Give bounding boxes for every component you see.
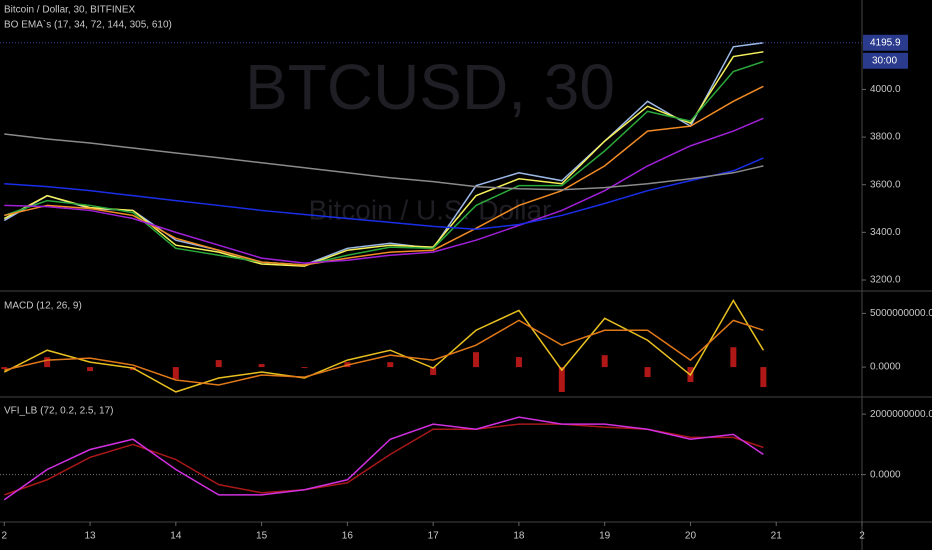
histogram-bar bbox=[215, 360, 222, 368]
series-line bbox=[3, 299, 765, 393]
histogram-bar bbox=[258, 364, 265, 368]
x-tick-label: 2 bbox=[859, 531, 865, 542]
x-tick-label: 13 bbox=[84, 531, 96, 542]
y-tick-label: 0.0000 bbox=[870, 362, 901, 373]
histogram-bar bbox=[515, 357, 522, 368]
histogram-bar bbox=[87, 367, 94, 372]
histogram-bar bbox=[760, 367, 767, 388]
histogram-bar bbox=[730, 347, 737, 368]
y-tick-label: 0.0000 bbox=[870, 469, 901, 480]
y-tick-label: 3400.0 bbox=[870, 227, 901, 238]
histogram-bar bbox=[172, 367, 179, 380]
histogram-bar bbox=[430, 367, 437, 376]
x-tick-label: 21 bbox=[771, 531, 783, 542]
series-line bbox=[3, 51, 764, 267]
series-line bbox=[4, 157, 764, 231]
chart-title: Bitcoin / Dollar, 30, BITFINEX bbox=[4, 5, 135, 16]
histogram-bar bbox=[558, 367, 565, 392]
watermark: BTCUSD, 30 bbox=[245, 51, 615, 123]
histogram-bar bbox=[644, 367, 651, 378]
indicator-title: BO EMA`s (17, 34, 72, 144, 305, 610) bbox=[4, 19, 172, 31]
y-tick-label: 2000000000.0000 bbox=[870, 409, 932, 420]
histogram-bar bbox=[387, 362, 394, 368]
countdown-label: 30:00 bbox=[872, 55, 897, 66]
x-tick-label: 16 bbox=[342, 531, 354, 542]
series-line bbox=[3, 416, 764, 501]
y-tick-label: 5000000000.0000 bbox=[870, 308, 932, 319]
x-tick-label: 17 bbox=[428, 531, 440, 542]
histogram-bar bbox=[1, 367, 8, 370]
series-line bbox=[4, 133, 764, 191]
indicator-title: MACD (12, 26, 9) bbox=[4, 301, 82, 312]
series-line bbox=[4, 117, 764, 264]
histogram-bar bbox=[601, 355, 608, 368]
histogram-bar bbox=[473, 352, 480, 368]
last-price-label: 4195.9 bbox=[870, 37, 901, 48]
y-tick-label: 3200.0 bbox=[870, 275, 901, 286]
histogram-bar bbox=[44, 357, 51, 368]
y-tick-label: 4000.0 bbox=[870, 84, 901, 95]
y-tick-label: 3800.0 bbox=[870, 132, 901, 143]
x-tick-label: 18 bbox=[513, 531, 525, 542]
countdown-box bbox=[863, 52, 908, 69]
series-line bbox=[4, 319, 764, 386]
series-line bbox=[4, 85, 764, 266]
x-tick-label: 14 bbox=[170, 531, 182, 542]
x-tick-label: 19 bbox=[599, 531, 611, 542]
x-tick-label: 20 bbox=[685, 531, 697, 542]
series-line bbox=[4, 60, 764, 266]
last-price-box bbox=[863, 34, 908, 51]
indicator-title: VFI_LB (72, 0.2, 2.5, 17) bbox=[4, 406, 114, 417]
x-tick-label: 15 bbox=[256, 531, 268, 542]
watermark-subtitle: Bitcoin / U.S. Dollar bbox=[309, 194, 552, 225]
y-tick-label: 3600.0 bbox=[870, 179, 901, 190]
x-tick-label: 2 bbox=[2, 531, 8, 542]
histogram-bar bbox=[301, 367, 308, 369]
